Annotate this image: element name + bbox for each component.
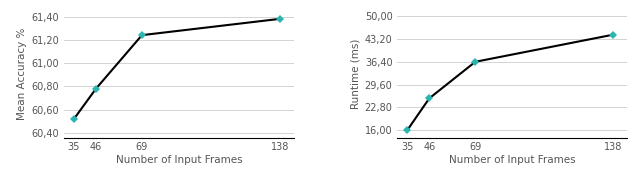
- X-axis label: Number of Input Frames: Number of Input Frames: [449, 155, 575, 165]
- X-axis label: Number of Input Frames: Number of Input Frames: [116, 155, 243, 165]
- Y-axis label: Runtime (ms): Runtime (ms): [351, 38, 360, 109]
- Y-axis label: Mean Accuracy %: Mean Accuracy %: [17, 27, 28, 120]
